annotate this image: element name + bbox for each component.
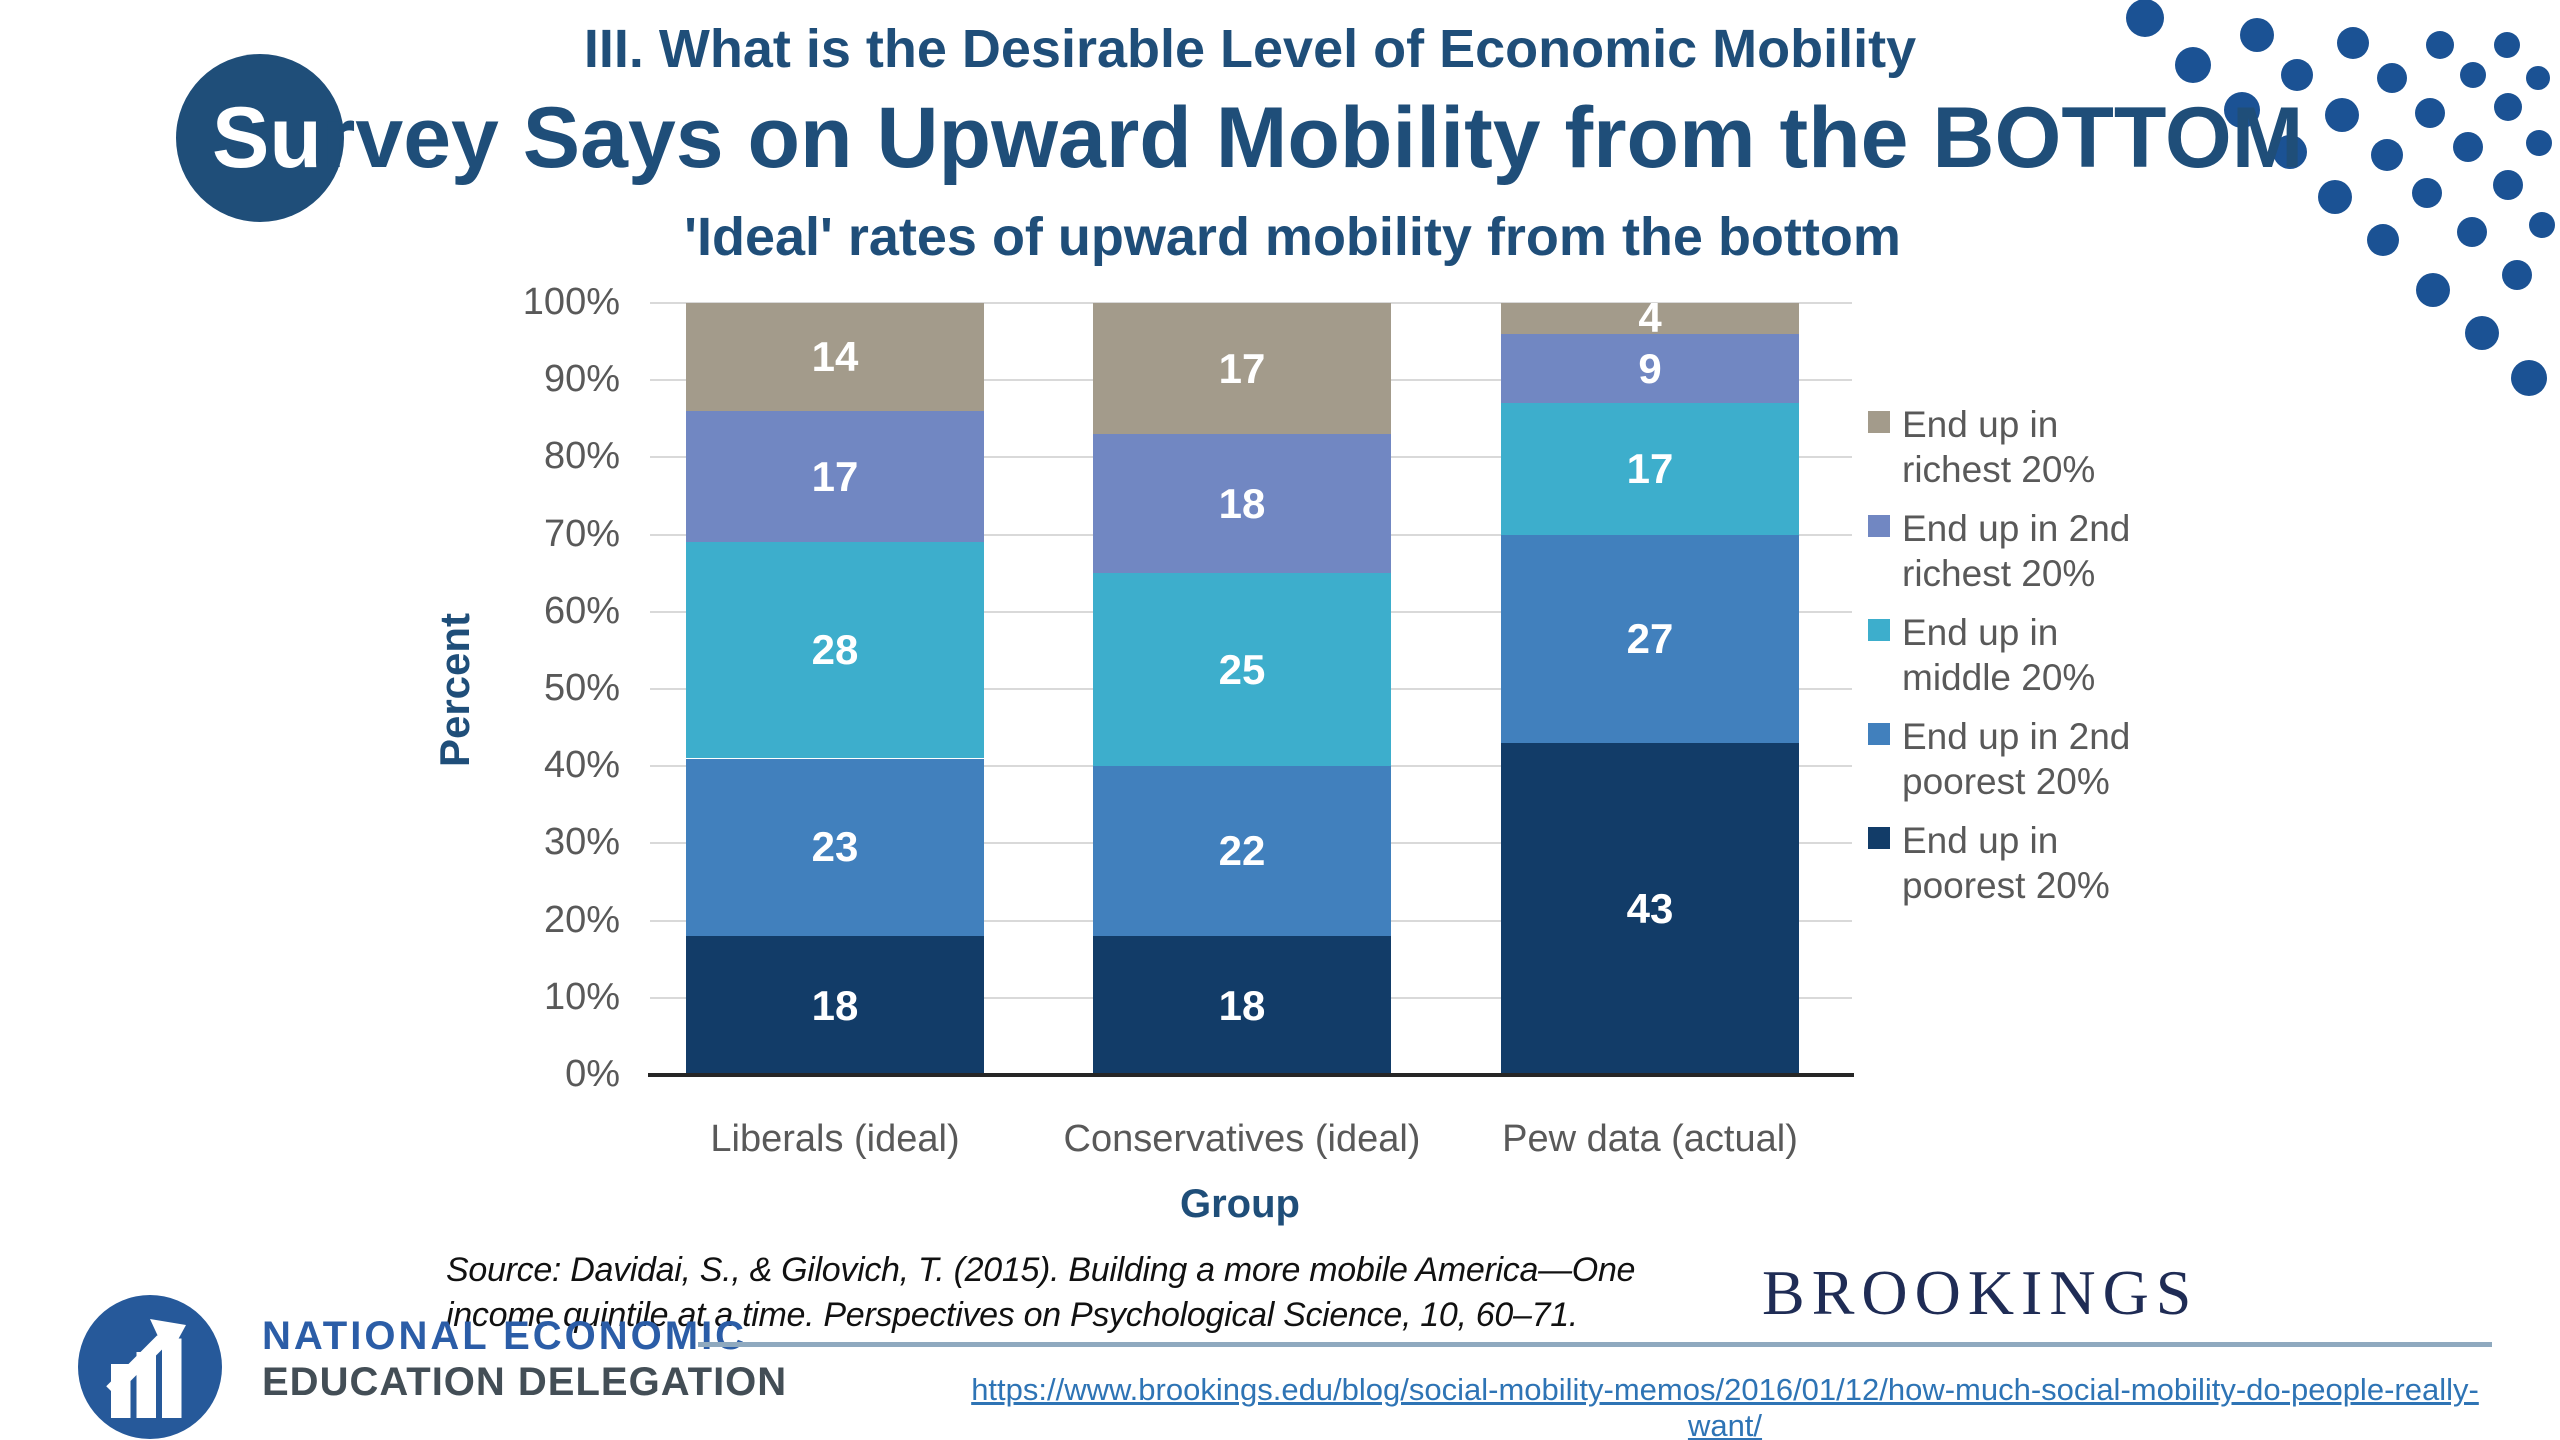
source-url-link[interactable]: https://www.brookings.edu/blog/social-mo… [971,1372,2479,1440]
bar-segment: 28 [686,542,984,759]
need-org-name-line1: NATIONAL ECONOMIC [262,1314,748,1358]
bar-value-label: 17 [1218,344,1266,392]
brookings-logo: BROOKINGS [1762,1257,2199,1328]
y-tick-label: 0% [565,1053,620,1095]
gridline [650,302,1852,304]
bar-segment: 4 [1501,294,1799,341]
legend-item: End up in 2nd poorest 20% [1868,714,2198,804]
y-tick-label: 70% [543,512,620,555]
bar-segment: 22 [1093,766,1391,937]
y-tick-label: 100% [522,281,620,323]
y-tick-label: 30% [543,821,620,864]
y-tick-label: 80% [543,435,620,478]
bar-value-label: 25 [1218,645,1266,693]
bar-value-label: 17 [811,452,859,500]
bar-value-label: 43 [1626,885,1674,933]
source-url-row: https://www.brookings.edu/blog/social-mo… [960,1372,2490,1440]
source-line-2: income quintile at a time. Perspectives … [446,1296,1578,1334]
x-tick-label: Liberals (ideal) [710,1118,960,1160]
bar-value-label: 4 [1638,294,1662,342]
legend-item: End up in 2nd richest 20% [1868,506,2198,596]
source-citation: Source: Davidai, S., & Gilovich, T. (201… [446,1248,1635,1338]
slide-kicker: III. What is the Desirable Level of Econ… [583,19,1917,79]
bar-value-label: 18 [1218,981,1266,1029]
y-tick-label: 40% [543,744,620,787]
legend-label: End up in poorest 20% [1902,820,2110,906]
legend-item: End up in middle 20% [1868,610,2198,700]
plot-area: 18 23 28 17 14 18 22 25 18 17 43 27 17 9 4 [650,294,1852,1076]
y-tick-label: 10% [543,975,620,1018]
x-axis-line [648,1073,1854,1077]
y-tick-label: 90% [543,358,620,401]
bar-segment: 9 [1501,333,1799,404]
legend-swatch [1868,827,1890,849]
legend-label: End up in 2nd richest 20% [1902,508,2131,594]
bar-value-label: 23 [811,823,859,871]
legend: End up in richest 20% End up in 2nd riche… [1868,402,2198,922]
bar-segment: 25 [1093,573,1391,767]
bar-value-label: 18 [1218,479,1266,527]
legend-item: End up in richest 20% [1868,402,2198,492]
bar-value-label: 27 [1626,614,1674,662]
source-line-1: Source: Davidai, S., & Gilovich, T. (201… [446,1251,1636,1289]
legend-swatch [1868,515,1890,537]
need-logo-icon [78,1295,222,1439]
bar-segment: 23 [686,758,984,937]
slide-title-rest: rvey Says on Upward Mobility from the BO… [321,90,2304,186]
bar-value-label: 22 [1218,827,1266,875]
slide-title-highlight: Su [212,90,322,186]
bar-segment: 17 [1093,303,1391,435]
need-org-name-line2: EDUCATION DELEGATION [262,1360,788,1404]
y-tick-label: 20% [543,898,620,941]
legend-label: End up in 2nd poorest 20% [1902,716,2131,802]
bar-value-label: 14 [811,333,859,381]
bar-segment: 17 [686,411,984,543]
decorative-dots-pattern [2126,0,2555,396]
y-tick-label: 60% [543,589,620,632]
legend-label: End up in middle 20% [1902,612,2096,698]
bar-value-label: 17 [1626,444,1674,492]
bar-value-label: 18 [811,981,859,1029]
bar-segment: 18 [686,936,984,1075]
bar-segment: 18 [1093,936,1391,1075]
footer-divider-line [698,1342,2492,1347]
bar-segment: 27 [1501,534,1799,744]
chart-title: 'Ideal' rates of upward mobility from th… [684,207,1901,267]
legend-item: End up in poorest 20% [1868,818,2198,908]
x-tick-label: Conservatives (ideal) [1063,1118,1421,1160]
bar-segment: 18 [1093,434,1391,574]
legend-swatch [1868,411,1890,433]
bar-value-label: 28 [811,626,859,674]
bar-value-label: 9 [1638,344,1662,392]
slide-title: Survey Says on Upward Mobility from the … [212,88,2303,188]
bar-segment: 14 [686,303,984,412]
legend-label: End up in richest 20% [1902,404,2096,490]
x-axis-title: Group [1180,1182,1300,1226]
legend-swatch [1868,723,1890,745]
title-circle-decoration [176,54,344,222]
bar-segment: 43 [1501,743,1799,1075]
legend-swatch [1868,619,1890,641]
bar-segment: 17 [1501,403,1799,535]
x-tick-label: Pew data (actual) [1502,1118,1798,1160]
y-tick-label: 50% [543,667,620,709]
